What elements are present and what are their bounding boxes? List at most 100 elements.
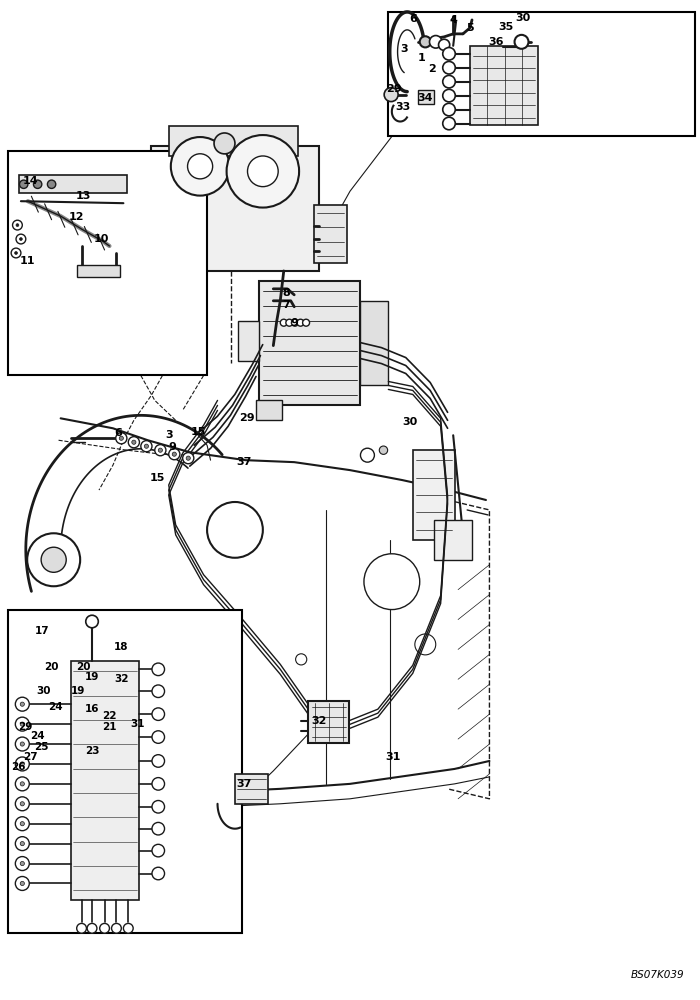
Circle shape [11,248,21,258]
Circle shape [144,444,148,448]
Text: 21: 21 [102,722,117,732]
Circle shape [360,448,374,462]
Bar [8,610,242,933]
Circle shape [438,39,449,50]
Circle shape [20,802,24,806]
Bar [314,205,347,263]
Circle shape [20,722,24,726]
Circle shape [295,654,307,665]
Text: 13: 13 [76,191,91,201]
Text: 34: 34 [417,93,433,103]
Text: 36: 36 [489,37,504,47]
Circle shape [442,103,455,116]
Circle shape [27,533,81,586]
Circle shape [158,448,162,452]
Bar [389,13,694,135]
Circle shape [379,446,388,454]
Circle shape [364,554,420,610]
Bar [169,126,298,156]
Circle shape [442,89,455,102]
Text: 20: 20 [44,662,59,672]
Circle shape [20,762,24,766]
Text: 12: 12 [69,212,85,222]
Circle shape [20,180,28,188]
Text: 22: 22 [102,711,117,721]
Circle shape [155,445,166,456]
Bar [239,321,260,361]
Text: 30: 30 [515,13,531,23]
Circle shape [152,663,164,676]
Circle shape [442,61,455,74]
Circle shape [20,238,22,240]
Circle shape [13,220,22,230]
Text: 29: 29 [19,722,33,732]
Circle shape [128,437,139,448]
Bar [308,701,349,743]
Text: 30: 30 [402,417,418,427]
Circle shape [169,449,180,460]
Text: 4: 4 [449,15,457,25]
Circle shape [20,822,24,826]
Text: 11: 11 [20,256,36,266]
Bar [413,450,454,540]
Circle shape [420,36,431,47]
Circle shape [152,708,164,720]
Text: 15: 15 [150,473,165,483]
Text: 16: 16 [85,704,99,714]
Circle shape [442,117,455,130]
Text: 19: 19 [85,672,99,682]
Circle shape [152,822,164,835]
Circle shape [442,48,455,60]
Text: 23: 23 [85,746,99,756]
Text: 3: 3 [400,44,408,54]
Text: 27: 27 [23,752,38,762]
Circle shape [280,319,287,326]
Circle shape [141,441,152,452]
Circle shape [214,133,235,154]
Text: 6: 6 [115,428,122,438]
Circle shape [384,88,398,102]
Bar [434,520,472,560]
Text: 1: 1 [417,53,425,63]
Circle shape [15,876,29,890]
Text: 24: 24 [30,731,45,741]
Circle shape [171,137,230,196]
Circle shape [297,319,304,326]
Bar [77,265,120,277]
Circle shape [123,923,133,933]
Circle shape [15,757,29,771]
Circle shape [207,502,262,558]
Text: 3: 3 [165,430,172,440]
Text: 9: 9 [290,318,298,328]
Circle shape [15,252,18,254]
Bar [19,175,127,193]
Text: 7: 7 [282,300,290,310]
Text: 9: 9 [168,442,176,452]
Circle shape [99,923,109,933]
Circle shape [20,702,24,706]
Circle shape [111,923,121,933]
Circle shape [15,697,29,711]
Bar [235,774,268,804]
Circle shape [286,319,293,326]
Text: 32: 32 [311,716,326,726]
Text: 29: 29 [239,413,255,423]
Text: BS07K039: BS07K039 [631,970,685,980]
Circle shape [152,731,164,743]
Bar [419,90,434,104]
Circle shape [183,453,194,464]
Circle shape [48,180,56,188]
Text: 25: 25 [34,742,49,752]
Circle shape [20,742,24,746]
Circle shape [77,923,86,933]
Text: 31: 31 [130,719,145,729]
Bar [256,400,282,420]
Circle shape [514,35,528,49]
Circle shape [15,857,29,871]
Text: 18: 18 [114,642,129,652]
Text: 26: 26 [12,762,26,772]
Circle shape [415,634,436,655]
Circle shape [132,440,136,444]
Circle shape [15,737,29,751]
Circle shape [430,36,442,48]
